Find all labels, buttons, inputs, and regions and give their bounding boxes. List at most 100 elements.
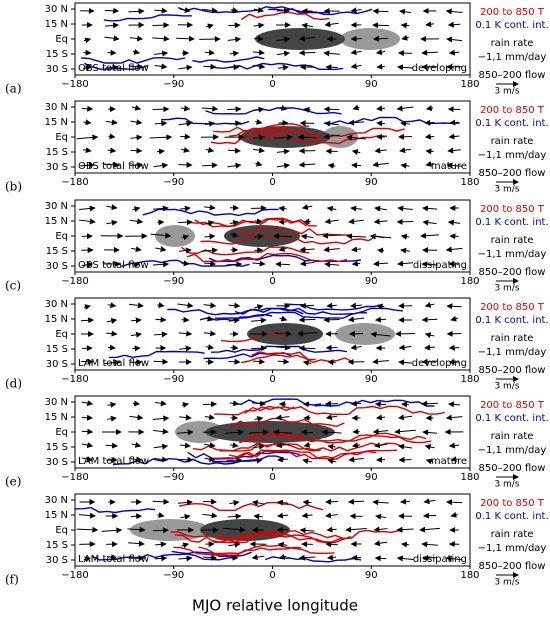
flow-arrow bbox=[303, 218, 311, 225]
panel-label: (c) bbox=[5, 279, 21, 293]
flow-arrow bbox=[351, 162, 361, 169]
flow-arrow bbox=[78, 218, 96, 225]
contour bbox=[103, 14, 192, 22]
contour bbox=[192, 442, 321, 452]
flow-arrow bbox=[323, 50, 340, 57]
flow-arrow bbox=[424, 332, 435, 339]
flow-arrow bbox=[376, 247, 385, 254]
flow-arrow bbox=[181, 146, 190, 153]
flow-arrow bbox=[395, 330, 415, 337]
x-tick-label: −90 bbox=[163, 374, 184, 385]
legend-rain: rain rate bbox=[491, 136, 534, 147]
flow-arrow bbox=[276, 344, 291, 351]
y-tick-label: Eq bbox=[55, 427, 68, 438]
flow-arrow bbox=[272, 429, 293, 436]
x-tick-label: −90 bbox=[163, 276, 184, 287]
flow-arrow bbox=[154, 555, 168, 562]
flow-arrow bbox=[252, 147, 266, 154]
flow-arrow bbox=[153, 205, 169, 212]
phase-label: developing bbox=[412, 63, 467, 74]
flow-arrow bbox=[275, 414, 290, 421]
contour bbox=[75, 506, 156, 514]
flow-arrow bbox=[400, 22, 410, 29]
flow-arrow bbox=[300, 233, 314, 240]
flow-arrow bbox=[154, 7, 168, 14]
flow-arrow bbox=[131, 104, 142, 111]
flow-arrow bbox=[345, 526, 367, 533]
flow-arrow bbox=[253, 513, 263, 520]
flow-arrow bbox=[229, 499, 240, 506]
flow-arrow bbox=[400, 498, 411, 505]
flow-arrow bbox=[448, 442, 460, 449]
flow-arrow bbox=[224, 429, 245, 436]
legend-rain-range: −1,1 mm/day bbox=[478, 445, 547, 456]
flow-arrow bbox=[372, 8, 389, 15]
x-tick-label: 0 bbox=[269, 374, 275, 385]
flow-arrow bbox=[351, 149, 361, 156]
flow-arrow bbox=[301, 204, 313, 210]
flow-arrow bbox=[154, 63, 168, 70]
y-tick-label: 30 S bbox=[46, 261, 68, 272]
flow-arrow bbox=[204, 204, 216, 211]
flow-arrow bbox=[252, 49, 265, 56]
flow-arrow bbox=[253, 7, 264, 13]
flow-arrow bbox=[278, 205, 287, 212]
flow-arrow bbox=[254, 233, 264, 240]
flow-arrow bbox=[277, 456, 289, 463]
flow-arrow bbox=[374, 205, 387, 212]
flow-arrow bbox=[446, 162, 462, 169]
flow-arrow bbox=[230, 442, 239, 449]
flow-arrow bbox=[106, 204, 118, 211]
y-tick-label: 30 N bbox=[45, 201, 68, 212]
contour bbox=[255, 129, 320, 139]
flow-arrow bbox=[398, 443, 412, 450]
contour bbox=[205, 107, 342, 115]
contour bbox=[210, 345, 348, 353]
flow-arrow bbox=[127, 526, 146, 533]
flow-arrow bbox=[205, 344, 215, 351]
flow-arrow bbox=[374, 316, 387, 323]
phase-label: mature bbox=[431, 161, 467, 172]
flow-arrow bbox=[205, 49, 215, 56]
x-tick-label: 0 bbox=[269, 276, 275, 287]
x-tick-label: 0 bbox=[269, 177, 275, 188]
flow-arrow bbox=[421, 541, 438, 548]
flow-arrow bbox=[130, 119, 143, 126]
flow-arrow bbox=[229, 50, 240, 57]
y-tick-label: 15 N bbox=[45, 117, 68, 128]
flow-arrow bbox=[204, 456, 216, 463]
flow-arrow bbox=[104, 161, 120, 168]
flow-arrow bbox=[254, 415, 264, 422]
legend-scale: 3 m/s bbox=[494, 185, 519, 195]
flow-arrow bbox=[279, 105, 288, 111]
flow-arrow bbox=[272, 233, 293, 240]
x-tick-label: 180 bbox=[460, 570, 479, 581]
flow-arrow bbox=[303, 441, 311, 448]
legend-interval: 0.1 K cont. int. bbox=[475, 217, 548, 228]
contour bbox=[229, 449, 398, 459]
contour bbox=[192, 56, 265, 63]
flow-arrow bbox=[326, 302, 337, 309]
flow-arrow bbox=[422, 219, 437, 226]
flow-arrow bbox=[83, 37, 92, 44]
flow-arrow bbox=[149, 134, 173, 141]
flow-arrow bbox=[179, 247, 192, 254]
contour bbox=[228, 127, 405, 138]
flow-arrow bbox=[376, 303, 385, 310]
flow-arrow bbox=[323, 106, 340, 113]
flow-arrow bbox=[132, 206, 141, 213]
flow-arrow bbox=[204, 233, 216, 240]
y-tick-label: Eq bbox=[55, 525, 68, 536]
flow-arrow bbox=[401, 401, 409, 408]
flow-arrow bbox=[448, 133, 460, 140]
flow-arrow bbox=[251, 317, 267, 324]
contour bbox=[314, 399, 435, 407]
flow-arrow bbox=[298, 554, 316, 561]
flow-arrow bbox=[181, 234, 190, 241]
flow-arrow bbox=[203, 260, 217, 267]
contour bbox=[229, 226, 350, 236]
flow-arrow bbox=[152, 35, 170, 42]
flow-arrow bbox=[422, 512, 437, 519]
flow-arrow bbox=[205, 220, 215, 227]
